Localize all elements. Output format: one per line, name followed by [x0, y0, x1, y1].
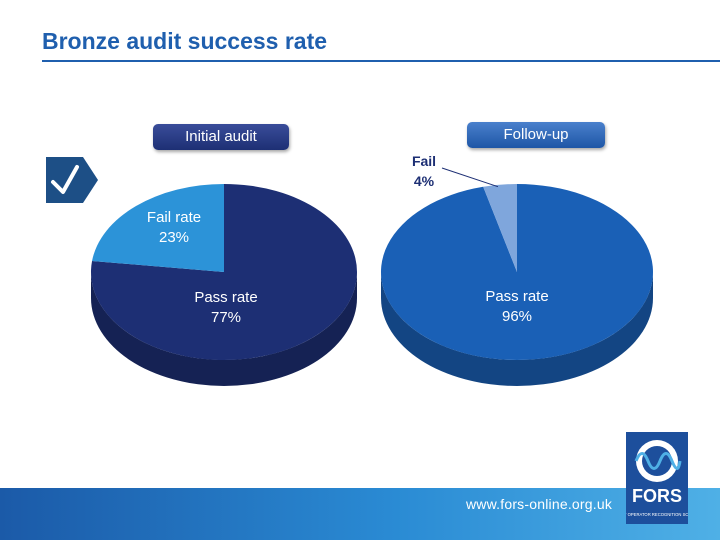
fail-leader-line — [441, 167, 499, 188]
footer-url: www.fors-online.org.uk — [466, 496, 613, 512]
footer-band — [0, 488, 720, 540]
slice-value-1-0: 96% — [502, 308, 532, 325]
check-icon — [46, 157, 98, 203]
pie-side-0 — [91, 272, 357, 386]
svg-text:FORS: FORS — [632, 486, 682, 506]
title-rule — [42, 60, 720, 62]
pie-slice-pass-1 — [380, 184, 653, 360]
pie-slice-fail-1 — [483, 184, 517, 272]
slice-label-1-1: Fail — [412, 153, 436, 169]
svg-text:FLEET OPERATOR RECOGNITION SCH: FLEET OPERATOR RECOGNITION SCHEME — [626, 512, 688, 517]
slice-value-0-0: 23% — [159, 229, 189, 246]
follow-up-label: Follow-up — [467, 122, 605, 148]
slice-label-0-1: Pass rate — [194, 289, 257, 306]
slice-value-1-1: 4% — [414, 173, 435, 189]
slice-label-1-0: Pass rate — [485, 288, 548, 305]
pie-side-1 — [381, 272, 653, 386]
slice-label-0-0: Fail rate — [147, 209, 201, 226]
fors-logo-icon: FORS FLEET OPERATOR RECOGNITION SCHEME — [626, 432, 688, 524]
initial-audit-label: Initial audit — [153, 124, 289, 150]
pie-slice-fail-0 — [92, 184, 225, 272]
slice-value-0-1: 77% — [211, 309, 241, 326]
slide-title: Bronze audit success rate — [42, 28, 328, 54]
